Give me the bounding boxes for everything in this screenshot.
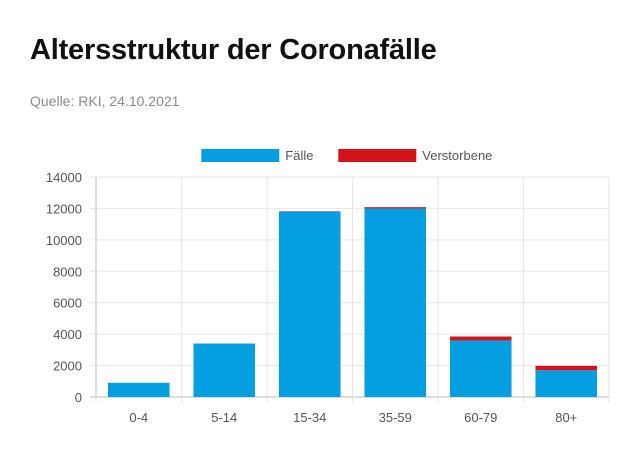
- bar-verstorbene: [449, 336, 512, 341]
- bar-faelle: [449, 340, 512, 397]
- x-tick-label: 15-34: [293, 410, 326, 425]
- y-tick-label: 14000: [46, 170, 82, 185]
- y-tick-label: 6000: [53, 296, 82, 311]
- bar-verstorbene: [364, 207, 427, 209]
- legend-swatch-verstorbene: [338, 149, 417, 162]
- y-tick-label: 0: [75, 390, 82, 405]
- x-tick-label: 35-59: [379, 410, 412, 425]
- bar-faelle: [107, 382, 170, 397]
- bar-faelle: [535, 370, 598, 397]
- legend-label: Fälle: [285, 148, 313, 163]
- axes: 0 2000 4000 6000 8000 10000 12000 14000 0-4 5-14 1…: [46, 170, 577, 425]
- source-line: Quelle: RKI, 24.10.2021: [30, 93, 180, 109]
- y-tick-label: 4000: [53, 327, 82, 342]
- bar-faelle: [278, 211, 341, 397]
- y-tick-label: 10000: [46, 233, 82, 248]
- legend: Fälle Verstorbene: [201, 148, 492, 163]
- legend-label: Verstorbene: [422, 148, 492, 163]
- grid-lines: [90, 176, 610, 403]
- bar-faelle: [364, 208, 427, 397]
- x-tick-label: 80+: [555, 410, 577, 425]
- y-tick-label: 2000: [53, 359, 82, 374]
- x-tick-label: 0-4: [129, 410, 148, 425]
- bar-verstorbene: [535, 365, 598, 371]
- y-tick-label: 12000: [46, 201, 82, 216]
- x-tick-label: 5-14: [211, 410, 237, 425]
- page-title: Altersstruktur der Coronafälle: [30, 34, 437, 66]
- y-tick-label: 8000: [53, 264, 82, 279]
- bar-faelle: [193, 343, 256, 397]
- legend-swatch-faelle: [201, 149, 280, 162]
- bars: [107, 207, 598, 397]
- x-tick-label: 60-79: [464, 410, 497, 425]
